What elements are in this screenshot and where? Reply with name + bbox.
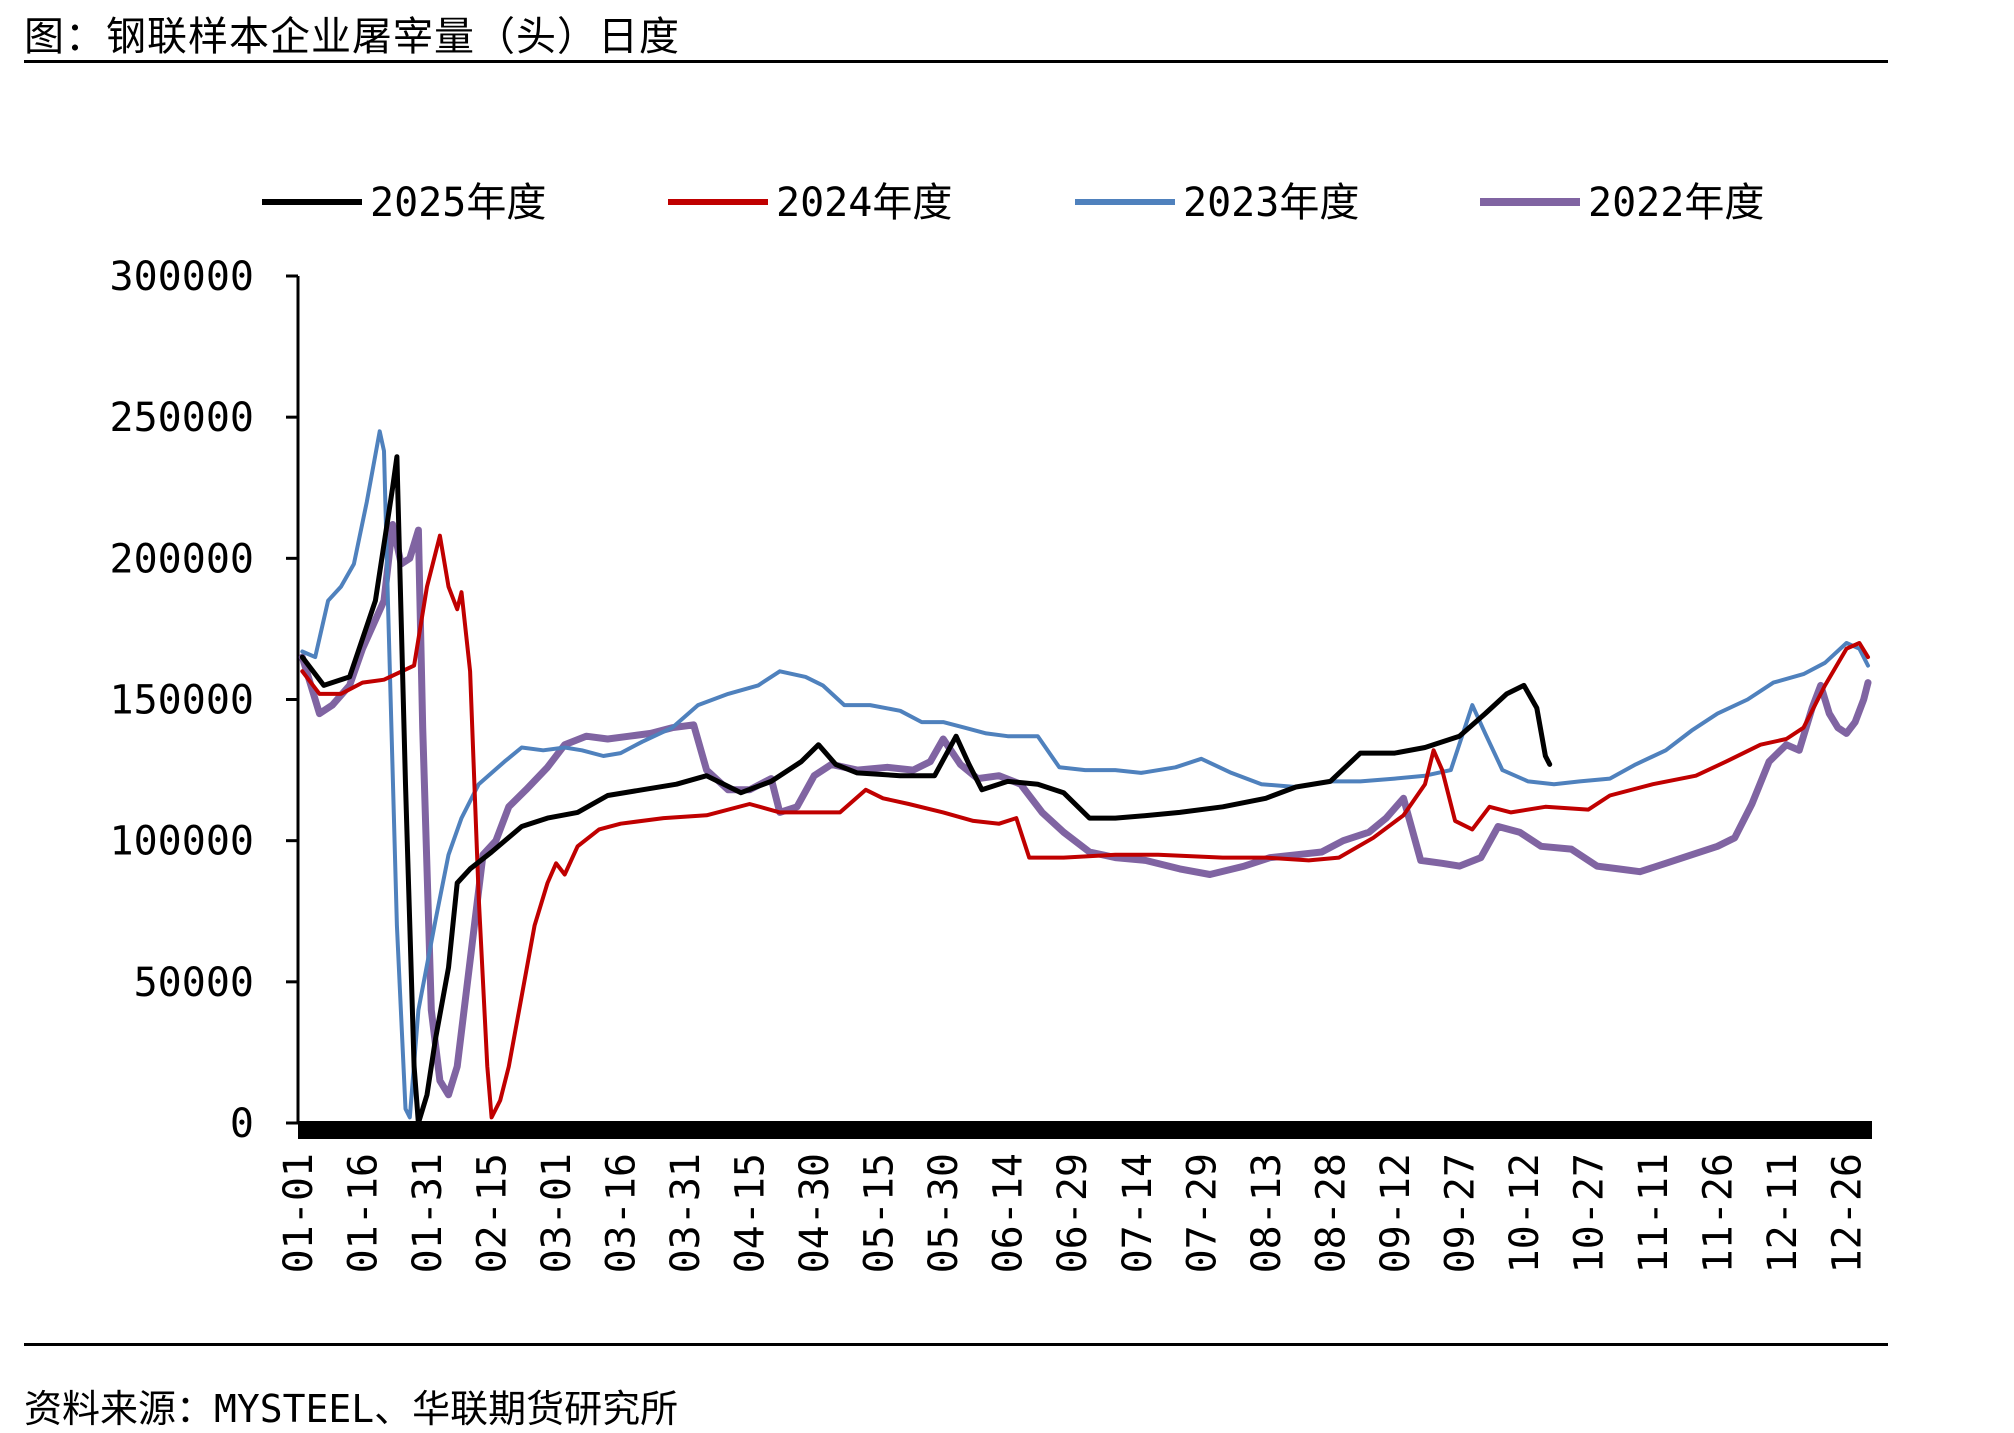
legend-label: 2022年度 (1588, 180, 1764, 226)
x-tick-label: 11-26 (1695, 1153, 1741, 1273)
x-tick-label: 12-26 (1824, 1153, 1870, 1273)
x-tick-label: 06-14 (986, 1153, 1032, 1273)
plot-area (298, 429, 1872, 1126)
x-tick-label: 03-31 (663, 1153, 709, 1273)
x-tick-label: 01-01 (276, 1153, 322, 1273)
legend-label: 2024年度 (776, 180, 952, 226)
y-tick-label: 200000 (110, 536, 255, 582)
x-tick-label: 07-14 (1115, 1153, 1161, 1273)
x-tick-label: 10-12 (1502, 1153, 1548, 1273)
legend-label: 2023年度 (1183, 180, 1359, 226)
x-tick-label: 07-29 (1179, 1153, 1225, 1273)
y-tick-label: 300000 (110, 254, 255, 300)
series-line-2025年度 (299, 454, 1553, 1126)
x-axis: 01-01 01-16 01-31 02-15 03-01 03-16 03-31 04-15… (276, 1121, 1872, 1273)
series-line-2022年度 (298, 521, 1872, 1099)
series-line-2024年度 (300, 533, 1870, 1120)
x-tick-label: 02-15 (470, 1153, 516, 1273)
x-tick-label: 01-31 (405, 1153, 451, 1273)
x-tick-label: 01-16 (341, 1153, 387, 1273)
x-tick-label: 11-11 (1631, 1153, 1677, 1273)
x-tick-label: 08-28 (1308, 1153, 1354, 1273)
x-axis-band (298, 1121, 1872, 1139)
y-tick-label: 0 (230, 1101, 254, 1147)
x-tick-label: 04-30 (792, 1153, 838, 1273)
y-axis: 0 50000 100000 150000 200000 250000 300000 (110, 254, 300, 1147)
chart-title: 图：钢联样本企业屠宰量（头）日度 (24, 14, 680, 60)
x-tick-label: 12-11 (1760, 1153, 1806, 1273)
legend: 2025年度 2024年度 2023年度 2022年度 (262, 180, 1764, 226)
legend-label: 2025年度 (370, 180, 546, 226)
series-line-2023年度 (300, 429, 1870, 1120)
y-tick-label: 50000 (134, 960, 254, 1006)
y-tick-label: 250000 (110, 395, 255, 441)
top-divider (24, 60, 1888, 63)
x-tick-label: 09-12 (1373, 1153, 1419, 1273)
x-tick-label: 05-15 (857, 1153, 903, 1273)
source-note: 资料来源：MYSTEEL、华联期货研究所 (24, 1387, 679, 1431)
x-tick-label: 03-01 (534, 1153, 580, 1273)
x-tick-label: 08-13 (1244, 1153, 1290, 1273)
x-tick-label: 05-30 (921, 1153, 967, 1273)
y-tick-label: 100000 (110, 819, 255, 865)
x-tick-label: 04-15 (728, 1153, 774, 1273)
bottom-divider (24, 1343, 1888, 1346)
x-tick-label: 03-16 (599, 1153, 645, 1273)
x-tick-label: 10-27 (1566, 1153, 1612, 1273)
x-tick-label: 09-27 (1437, 1153, 1483, 1273)
x-tick-label: 06-29 (1050, 1153, 1096, 1273)
y-tick-label: 150000 (110, 678, 255, 724)
